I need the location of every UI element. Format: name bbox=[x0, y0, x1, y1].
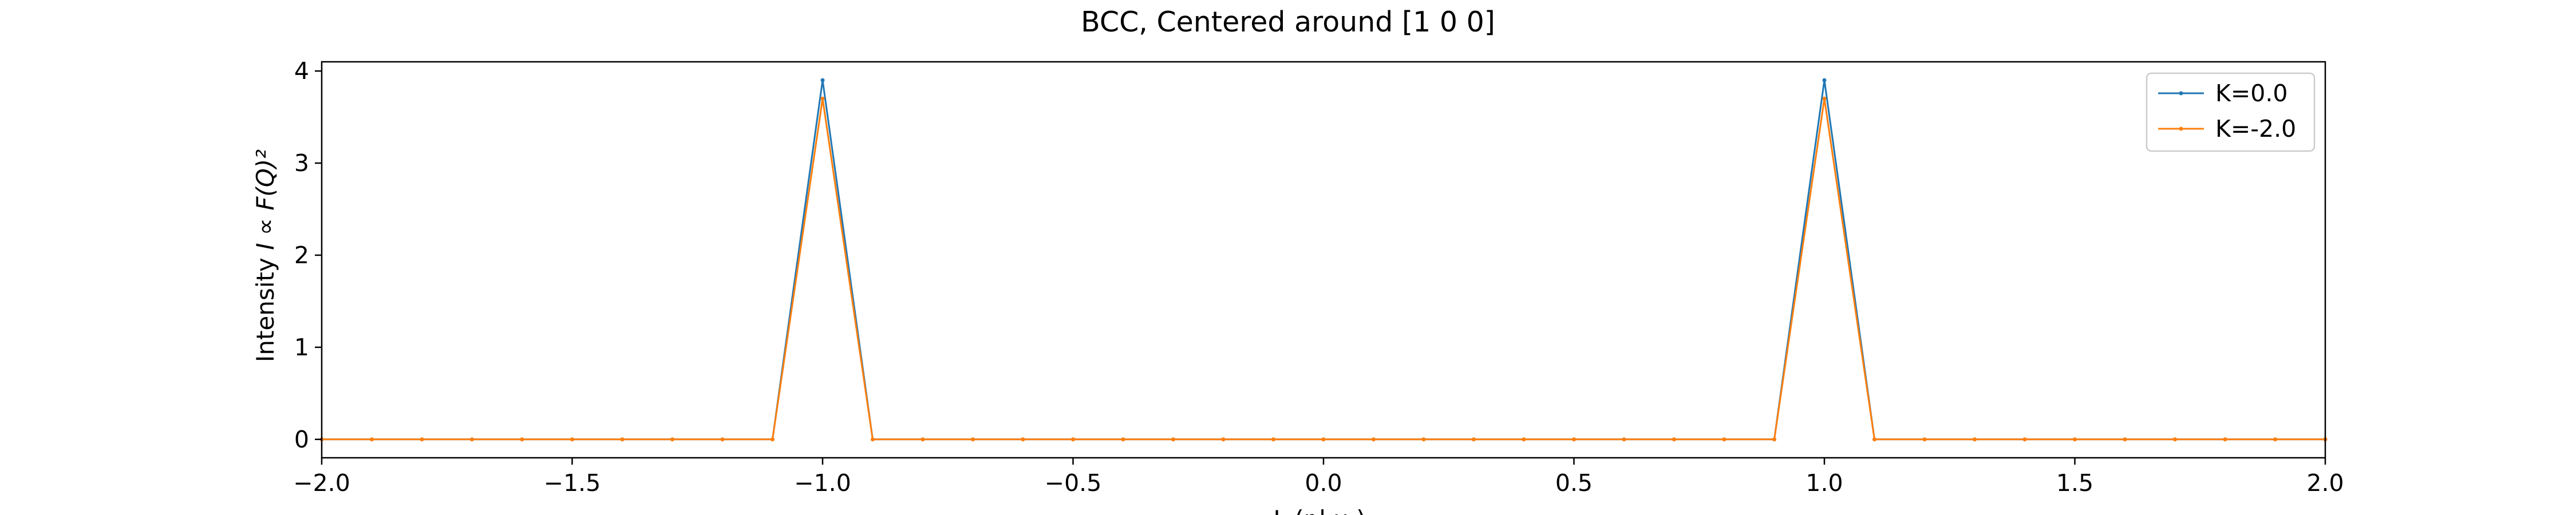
data-point-1-27 bbox=[1672, 437, 1676, 442]
data-point-1-32 bbox=[1922, 437, 1927, 442]
data-point-1-17 bbox=[1171, 437, 1175, 442]
data-point-1-26 bbox=[1622, 437, 1626, 442]
axes-frame bbox=[321, 61, 2326, 459]
data-point-1-14 bbox=[1021, 437, 1025, 442]
x-tick-label-3: −0.5 bbox=[1045, 469, 1102, 497]
legend-label-1: K=-2.0 bbox=[2215, 115, 2296, 142]
x-tick-label-0: −2.0 bbox=[293, 469, 350, 497]
y-tick-label-1: 1 bbox=[294, 334, 309, 361]
x-tick-label-8: 2.0 bbox=[2306, 469, 2344, 497]
series-line-1 bbox=[322, 98, 2325, 441]
y-axis-label-math: I ∝ F(Q)² bbox=[251, 149, 279, 250]
data-point-1-31 bbox=[1872, 437, 1876, 442]
data-point-1-39 bbox=[2273, 437, 2277, 442]
data-point-1-24 bbox=[1522, 437, 1526, 442]
y-tick-label-2: 2 bbox=[294, 241, 309, 269]
data-point-0-10 bbox=[820, 78, 825, 82]
x-tick-label-7: 1.5 bbox=[2056, 469, 2093, 497]
data-point-1-36 bbox=[2123, 437, 2127, 442]
data-point-1-2 bbox=[420, 437, 424, 442]
data-point-1-19 bbox=[1271, 437, 1275, 442]
data-point-1-22 bbox=[1421, 437, 1426, 442]
axes: −2.0 −1.5 −1.0 −0.5 0.0 0.5 1.0 1.5 2.0 0 1 2 3 4 bbox=[293, 57, 2344, 497]
data-point-1-35 bbox=[2073, 437, 2077, 442]
data-point-1-15 bbox=[1071, 437, 1075, 442]
data-point-1-5 bbox=[570, 437, 574, 442]
data-point-1-28 bbox=[1722, 437, 1726, 442]
data-point-1-16 bbox=[1121, 437, 1125, 442]
y-tick-label-4: 4 bbox=[294, 57, 309, 85]
data-point-1-30 bbox=[1822, 96, 1827, 101]
data-point-1-21 bbox=[1372, 437, 1376, 442]
data-point-1-18 bbox=[1221, 437, 1226, 442]
data-point-1-4 bbox=[520, 437, 524, 442]
chart-title: BCC, Centered around [1 0 0] bbox=[1081, 6, 1495, 38]
data-point-1-25 bbox=[1572, 437, 1576, 442]
data-point-1-23 bbox=[1472, 437, 1476, 442]
x-tick-label-2: −1.0 bbox=[794, 469, 851, 497]
data-point-1-20 bbox=[1321, 437, 1326, 442]
x-tick-label-1: −1.5 bbox=[544, 469, 601, 497]
data-point-1-29 bbox=[1772, 437, 1776, 442]
y-tick-label-3: 3 bbox=[294, 149, 309, 177]
x-tick-label-4: 0.0 bbox=[1305, 469, 1342, 497]
x-axis-label: L (r.l.u.) bbox=[1273, 505, 1365, 515]
data-point-1-6 bbox=[620, 437, 625, 442]
data-point-1-33 bbox=[1973, 437, 1977, 442]
x-tick-label-5: 0.5 bbox=[1555, 469, 1593, 497]
data-point-1-9 bbox=[771, 437, 775, 442]
legend-label-0: K=0.0 bbox=[2215, 80, 2287, 107]
legend: K=0.0 K=-2.0 bbox=[2146, 72, 2316, 152]
data-point-1-1 bbox=[370, 437, 374, 442]
data-point-0-30 bbox=[1822, 78, 1827, 82]
data-point-1-38 bbox=[2223, 437, 2227, 442]
x-tick-label-6: 1.0 bbox=[1805, 469, 1843, 497]
data-point-1-12 bbox=[920, 437, 925, 442]
data-point-1-3 bbox=[470, 437, 474, 442]
data-point-1-11 bbox=[871, 437, 875, 442]
series-line-0 bbox=[322, 80, 2325, 441]
y-tick-label-0: 0 bbox=[294, 426, 309, 453]
data-point-1-8 bbox=[720, 437, 725, 442]
y-axis-label: Intensity I ∝ F(Q)² bbox=[251, 149, 279, 362]
data-point-1-10 bbox=[820, 96, 825, 101]
legend-marker-0 bbox=[2179, 91, 2183, 96]
data-point-1-7 bbox=[670, 437, 674, 442]
data-point-1-13 bbox=[971, 437, 975, 442]
legend-marker-1 bbox=[2179, 126, 2183, 131]
data-point-1-34 bbox=[2022, 437, 2027, 442]
plot-area bbox=[319, 78, 2328, 442]
y-axis-label-text: Intensity bbox=[251, 250, 279, 362]
data-point-1-37 bbox=[2173, 437, 2177, 442]
